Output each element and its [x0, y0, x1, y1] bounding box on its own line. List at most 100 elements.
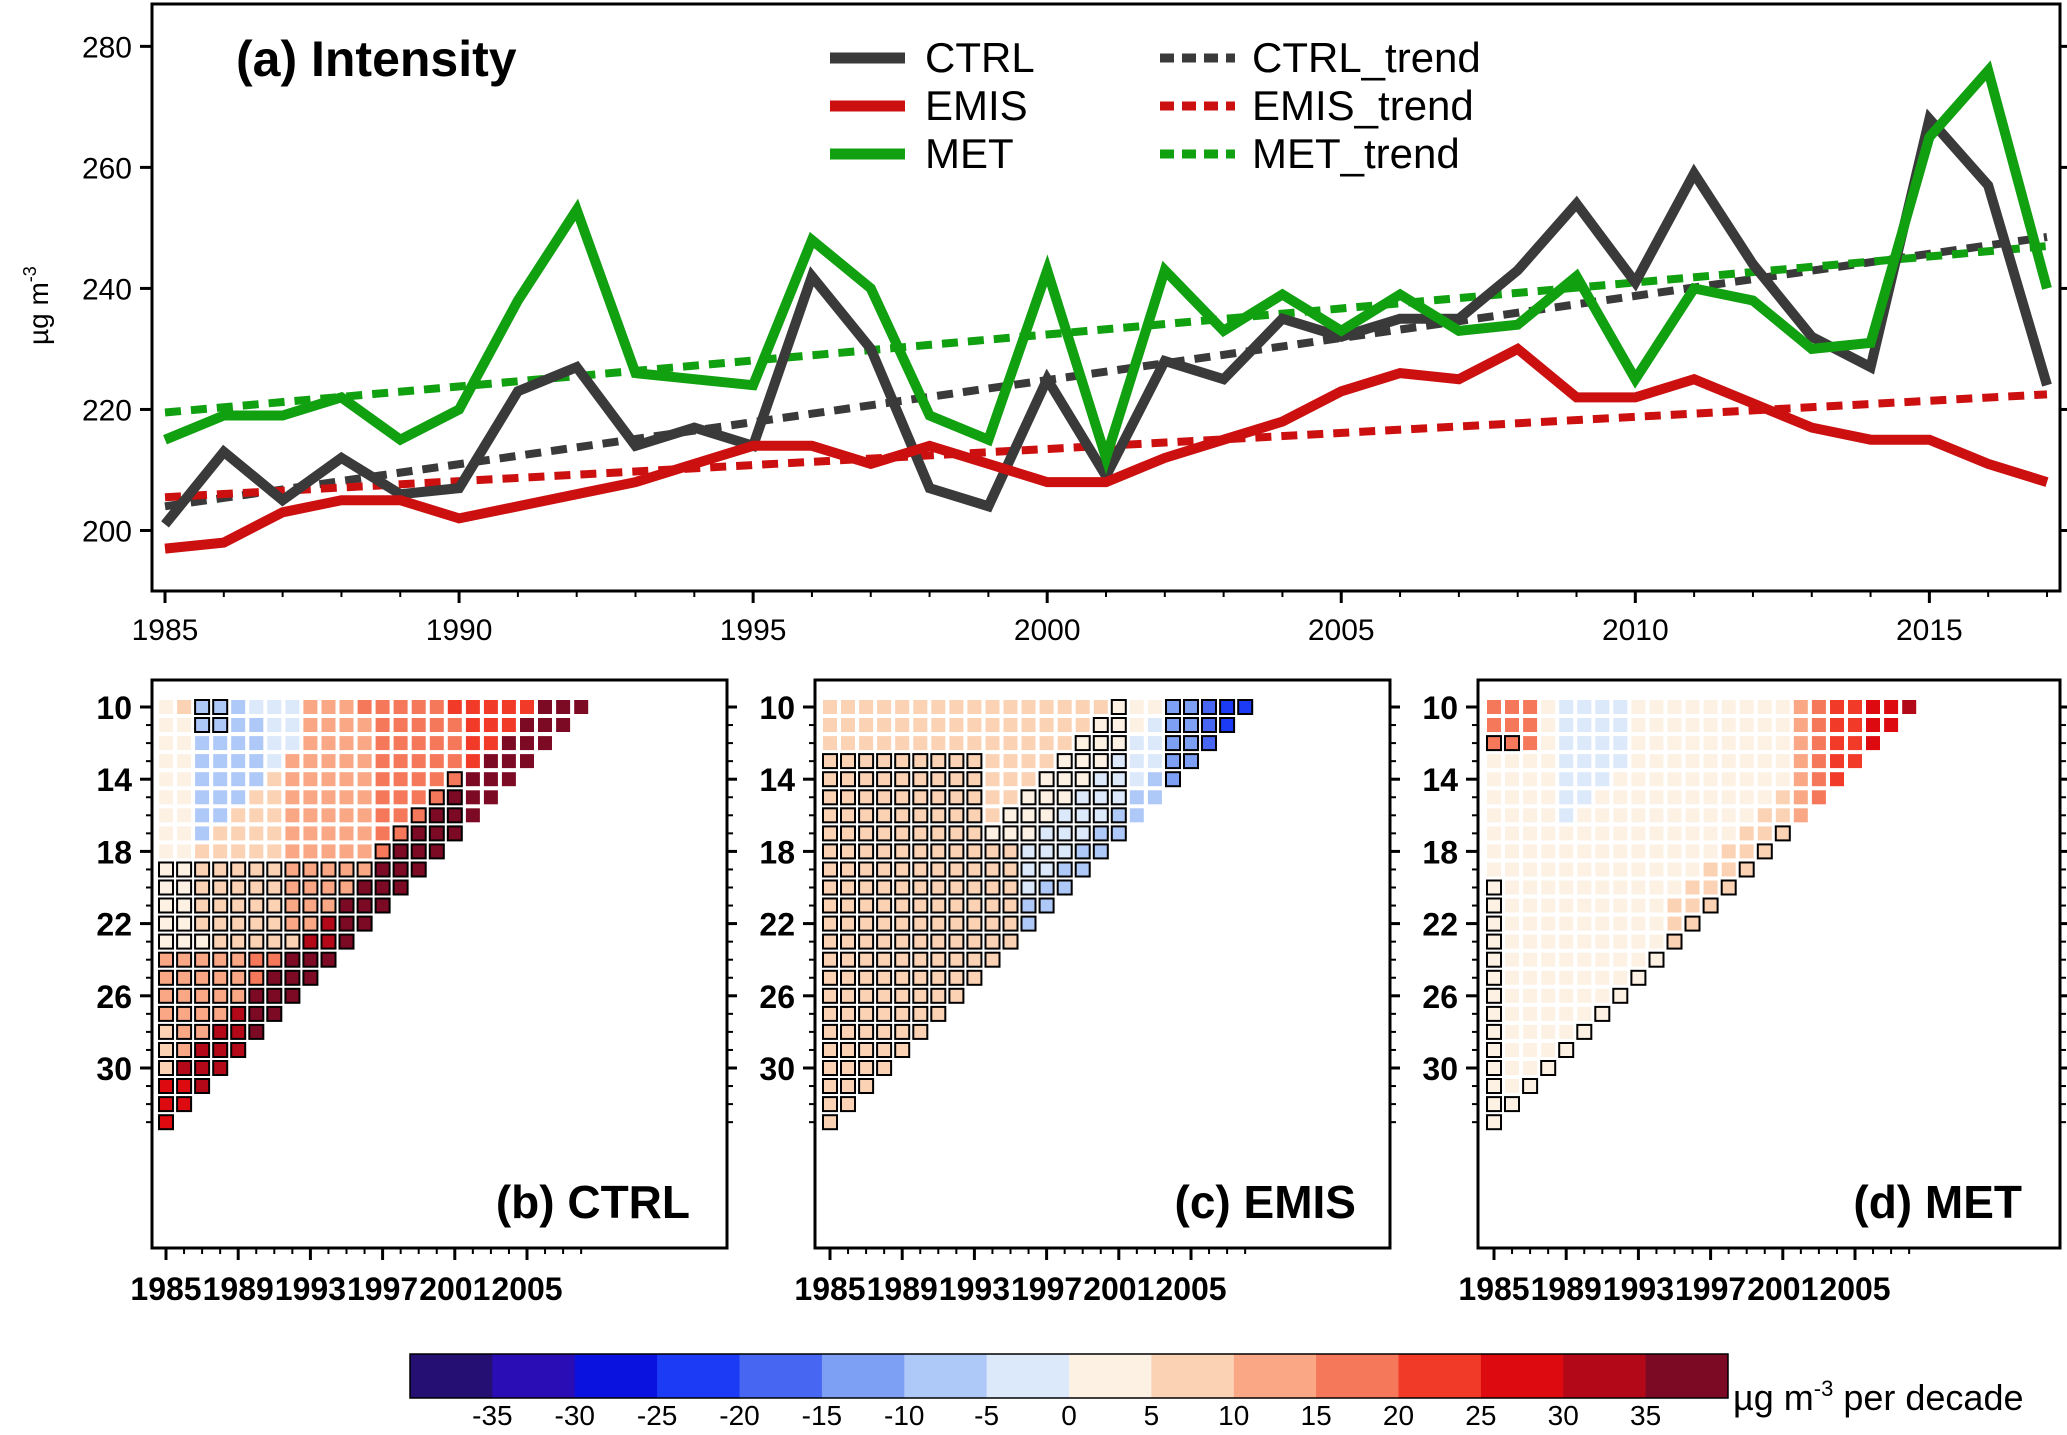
heatmap-cell-emis [840, 807, 856, 824]
heatmap-cell-ctrl [266, 987, 283, 1004]
heatmap-cell-ctrl [213, 754, 228, 769]
colorbar-swatch [1563, 1354, 1647, 1398]
heatmap-cell-emis [1021, 772, 1036, 787]
heatmap-cell-ctrl [375, 700, 390, 714]
heatmap-cell-met [1505, 844, 1519, 859]
heatmap-cell-ctrl [483, 790, 498, 805]
heatmap-cell-emis [840, 897, 856, 914]
heatmap-cell-emis [823, 718, 837, 732]
heatmap-cell-emis [822, 1042, 838, 1058]
heatmap-cell-emis [1165, 771, 1181, 788]
heatmap-cell-met [1541, 952, 1556, 967]
heatmap-cell-met [1577, 862, 1592, 877]
heatmap-cell-emis [1074, 843, 1091, 860]
heatmap-cell-emis [949, 736, 964, 751]
heatmap-cell-emis [1147, 700, 1162, 714]
heatmap-cell-ctrl [176, 1060, 193, 1076]
heatmap-cell-ctrl [158, 915, 174, 932]
heatmap-cell-ctrl [212, 1005, 229, 1022]
legend-label-ctrl: CTRL [925, 34, 1035, 81]
legend-label-emis: EMIS [925, 82, 1028, 129]
heatmap-cell-met [1505, 808, 1519, 823]
heatmap-cell-met [1541, 970, 1556, 985]
heatmap-cell-met [1541, 1006, 1556, 1021]
heatmap-cell-ctrl [339, 808, 354, 823]
heatmap-cell-met [1738, 861, 1755, 878]
heatmap-cell-ctrl [176, 1023, 193, 1040]
heatmap-cell-emis [1183, 717, 1199, 733]
heatmap-cell-met [1830, 718, 1844, 732]
heatmap-cell-ctrl [339, 790, 354, 805]
heatmap-cell-ctrl [320, 861, 337, 878]
heatmap-cell-emis [876, 807, 893, 824]
heatmap-cell-ctrl [428, 843, 445, 860]
heatmap-cell-met [1523, 1024, 1538, 1039]
heatmap-cell-ctrl [267, 826, 282, 841]
heatmap-cell-emis [912, 771, 929, 788]
heatmap-cell-emis [894, 987, 911, 1004]
heatmap-cell-emis [930, 915, 947, 932]
heatmap-cell-ctrl [338, 897, 355, 914]
x-tick-label: 2015 [1896, 614, 1963, 647]
heatmap-y-tick-label: 26 [1422, 979, 1458, 1015]
heatmap-cell-ctrl [194, 861, 211, 878]
heatmap-cell-met [1631, 826, 1646, 841]
heatmap-cell-met [1612, 987, 1629, 1004]
heatmap-cell-ctrl [267, 718, 282, 732]
heatmap-cell-ctrl [320, 915, 337, 932]
heatmap-cell-met [1866, 700, 1880, 714]
heatmap-cell-ctrl [176, 969, 193, 986]
heatmap-cell-emis [859, 700, 874, 714]
heatmap-cell-ctrl [213, 826, 228, 841]
heatmap-cell-ctrl [249, 736, 264, 751]
colorbar-tick-label: 15 [1301, 1400, 1332, 1431]
heatmap-cell-emis [948, 771, 965, 788]
heatmap-cell-ctrl [428, 807, 445, 824]
heatmap-cell-met [1541, 988, 1556, 1003]
heatmap-cell-ctrl [177, 790, 192, 805]
heatmap-cell-emis [876, 771, 893, 788]
heatmap-cell-emis [894, 969, 911, 986]
series-lines [161, 60, 2052, 554]
heatmap-cell-emis [912, 825, 929, 842]
heatmap-cell-emis [858, 1005, 875, 1022]
heatmap-cell-emis [1003, 736, 1018, 751]
heatmap-x-tick-label: 1989 [867, 1271, 938, 1307]
heatmap-cell-emis [912, 807, 929, 824]
heatmap-cell-emis [840, 861, 856, 878]
heatmap-cell-emis [858, 951, 875, 968]
emis-heatmap-cells [822, 699, 1254, 1131]
heatmap-cell-emis [840, 1023, 856, 1040]
heatmap-cell-met [1559, 898, 1574, 913]
heatmap-cell-emis [876, 789, 893, 806]
heatmap-cell-emis [1129, 700, 1144, 714]
heatmap-y-tick-label: 18 [96, 834, 132, 870]
heatmap-cell-ctrl [194, 987, 211, 1004]
heatmap-cell-met [1721, 862, 1736, 877]
heatmap-cell-met [1685, 754, 1700, 769]
colorbar-swatch [1645, 1354, 1729, 1398]
heatmap-cell-met [1685, 772, 1700, 787]
heatmap-cell-ctrl [285, 772, 300, 787]
heatmap-cell-ctrl [410, 807, 427, 824]
heatmap-cell-ctrl [267, 772, 282, 787]
heatmap-cell-ctrl [266, 861, 283, 878]
heatmap-cell-ctrl [356, 897, 373, 914]
heatmap-cell-met [1505, 772, 1519, 787]
x-tick-label: 2000 [1014, 614, 1081, 647]
heatmap-cell-emis [912, 915, 929, 932]
heatmap-x-tick-label: 1993 [275, 1271, 346, 1307]
heatmap-cell-met [1541, 934, 1556, 949]
heatmap-cell-met [1775, 718, 1790, 732]
heatmap-cell-emis [1039, 736, 1054, 751]
heatmap-cell-met [1523, 844, 1538, 859]
heatmap-cell-ctrl [249, 772, 264, 787]
x-tick-label: 1995 [720, 614, 787, 647]
heatmap-cell-met [1667, 916, 1682, 931]
heatmap-cell-emis [876, 987, 893, 1004]
heatmap-cell-met [1505, 898, 1519, 913]
heatmap-cell-ctrl [230, 1005, 247, 1022]
heatmap-cell-emis [930, 789, 947, 806]
heatmap-cell-ctrl [375, 754, 390, 769]
heatmap-cell-ctrl [249, 718, 264, 732]
